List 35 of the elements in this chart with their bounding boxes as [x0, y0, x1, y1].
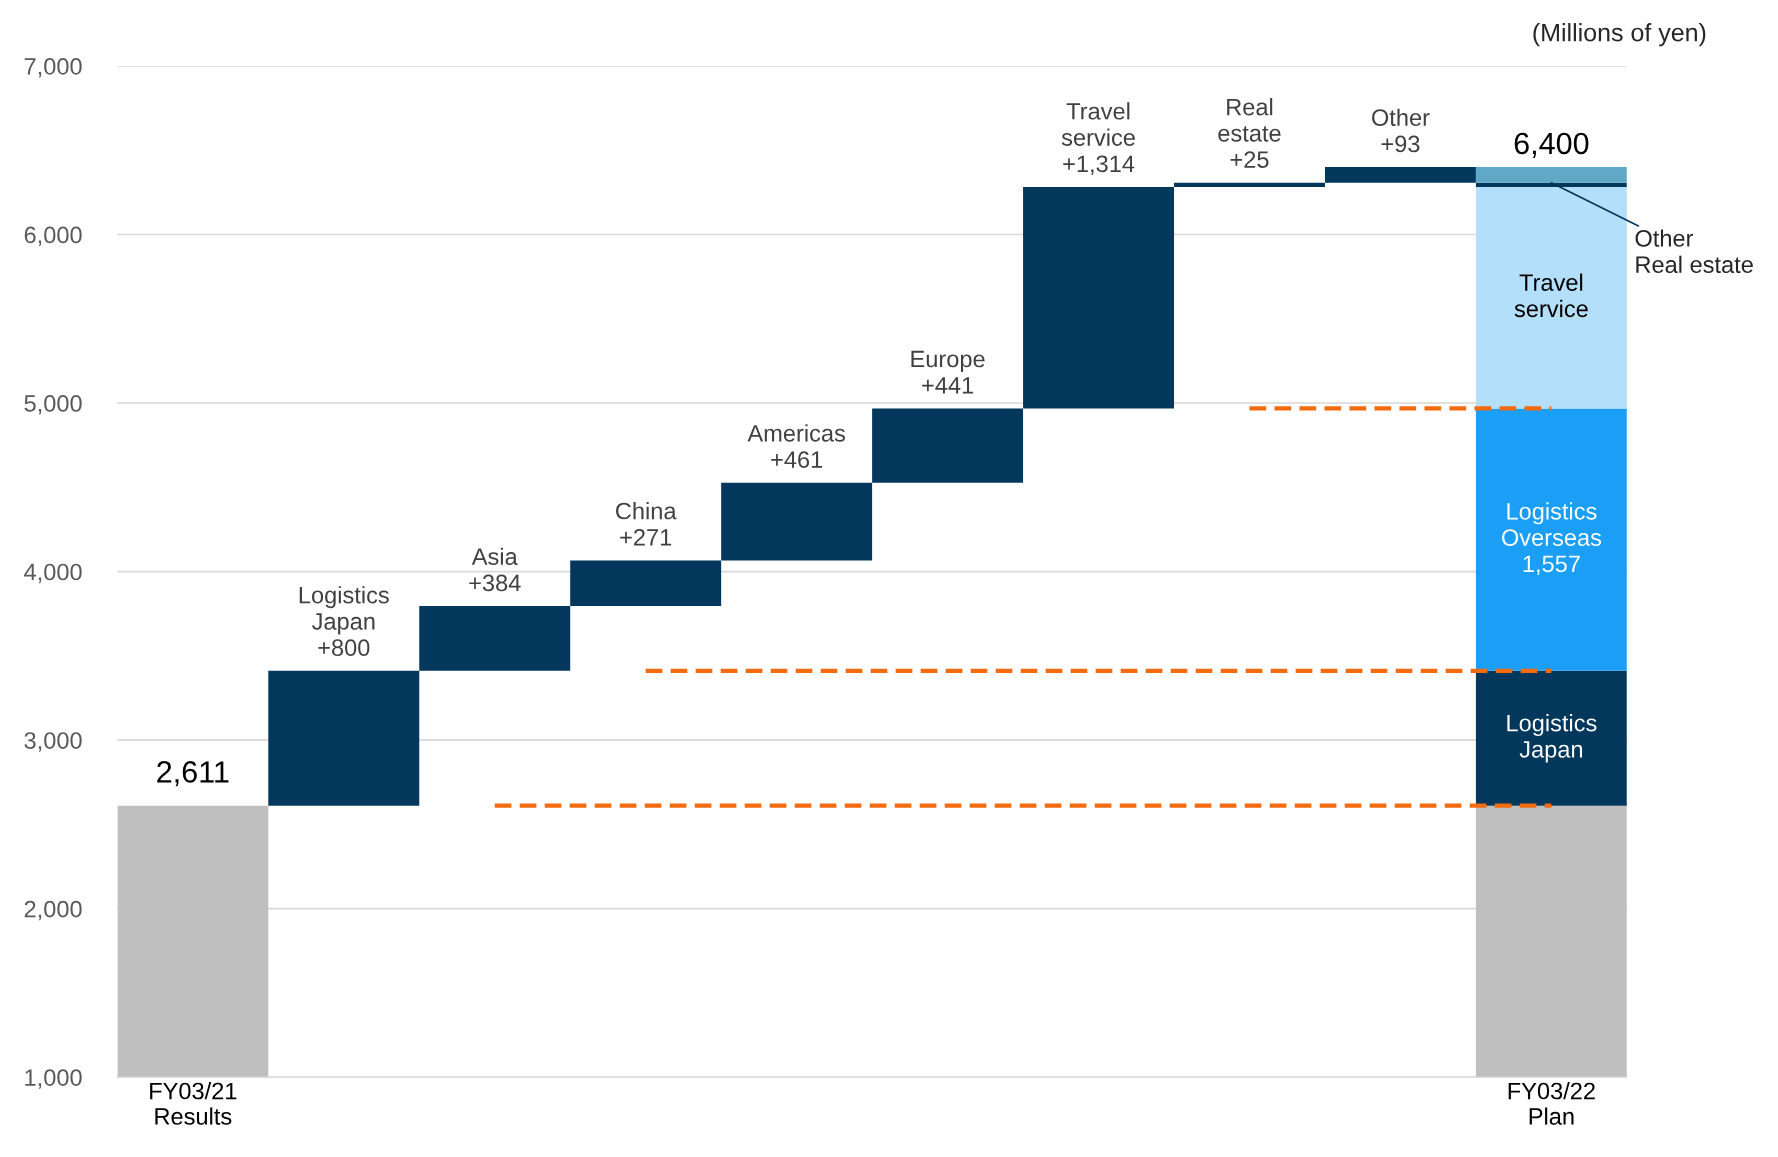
y-tick-label: 6,000	[24, 226, 82, 247]
bar	[1174, 182, 1325, 187]
y-tick-label: 3,000	[24, 732, 82, 752]
data-label: China +271	[616, 502, 677, 546]
data-label: 2,611	[157, 761, 229, 787]
y-tick-label: 1,000	[25, 1069, 82, 1089]
bar	[1475, 167, 1627, 183]
data-label: Travel service +1,314	[1061, 102, 1135, 175]
bar	[1475, 186, 1627, 409]
annotation: Other Real estate	[1635, 229, 1753, 274]
y-tick-label: 5,000	[24, 395, 82, 415]
bar	[721, 482, 873, 561]
bar	[1324, 167, 1476, 183]
x-tick-label: FY03/21 Results	[150, 1082, 237, 1125]
y-tick-label: 4,000	[24, 563, 82, 584]
data-label: Europe +441	[911, 350, 985, 394]
data-label: Logistics Japan	[1507, 714, 1597, 763]
bar	[1475, 408, 1627, 671]
bar	[268, 670, 420, 806]
data-label: Real estate +25	[1218, 98, 1281, 168]
y-tick-label: 7,000	[24, 58, 82, 78]
bar	[419, 606, 571, 671]
data-label: Logistics Japan +800	[299, 586, 389, 657]
data-label: Americas +461	[747, 424, 845, 468]
data-label: Asia +384	[469, 547, 521, 592]
total-label: 6,400	[1514, 132, 1589, 158]
bar	[872, 408, 1024, 483]
data-label: Logistics Overseas 1,557	[1501, 502, 1602, 576]
bar	[570, 560, 722, 607]
y-tick-label: 2,000	[24, 900, 82, 921]
data-label: Travel service	[1514, 273, 1588, 318]
x-tick-label: FY03/22 Plan	[1508, 1082, 1595, 1125]
text: (Millions of yen)	[1533, 23, 1706, 47]
data-label: Other +93	[1372, 108, 1430, 153]
bar	[1023, 186, 1175, 409]
